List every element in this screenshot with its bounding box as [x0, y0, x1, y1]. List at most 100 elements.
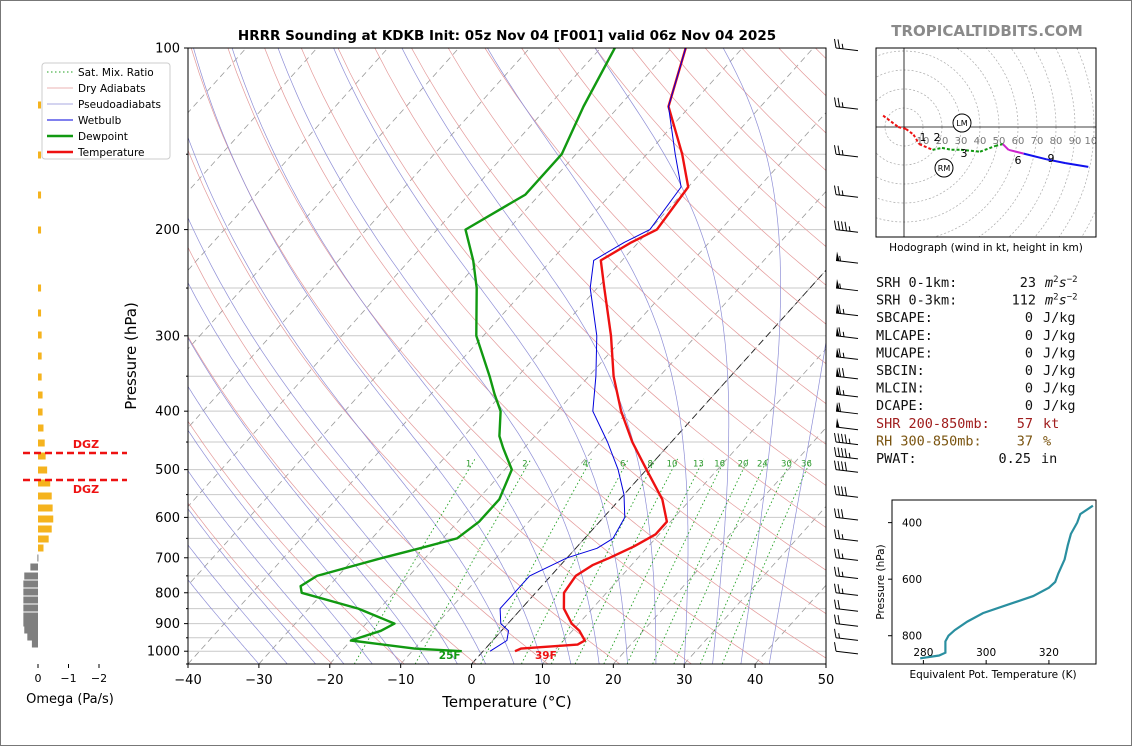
dry-adiabat-line: [484, 48, 826, 405]
barb-flag: [841, 461, 844, 471]
hodograph-inner: 10 20 30 40 50 60 70 80 90 100 1 2 3 6 9 LM RM: [876, 48, 1096, 237]
barb-staff: [835, 516, 859, 521]
wind-barb: [834, 508, 859, 521]
omega-bar: [37, 554, 39, 562]
isotherm-line: [188, 48, 389, 271]
isotherm-line: [188, 48, 743, 664]
barb-flag: [844, 448, 847, 458]
dry-adiabat-line: [188, 502, 333, 664]
mixing-ratio-line: [673, 458, 768, 664]
omega-bar: [31, 640, 38, 648]
index-row: MLCIN: 0 J/kg: [876, 381, 1076, 397]
barb-staff: [835, 637, 859, 641]
x-tick-label: 40: [747, 673, 764, 688]
x-axis-label: Temperature (°C): [441, 693, 571, 711]
index-row: SRH 0-3km: 112 m2s−2: [876, 293, 1078, 309]
omega-bar: [38, 424, 44, 432]
mixing-ratio-line: [699, 458, 792, 664]
barb-pennant: [836, 347, 840, 358]
barb-flag: [844, 434, 847, 444]
omega-bar: [38, 101, 42, 109]
mixing-ratio-label: 24: [757, 460, 768, 470]
wind-barb: [834, 548, 859, 561]
moist-adiabat-line: [188, 508, 316, 664]
dry-adiabat-line: [300, 48, 826, 615]
barb-half-flag: [841, 571, 844, 577]
x-tick-label: 0: [467, 673, 475, 688]
moist-adiabat-line: [768, 339, 826, 664]
isotherm-line: [188, 48, 531, 429]
theta-e-y-tick-label: 800: [902, 631, 922, 643]
omega-bar: [38, 479, 51, 487]
barb-flag: [834, 548, 837, 558]
index-row: DCAPE: 0 J/kg: [876, 398, 1076, 414]
wind-barb: [834, 566, 859, 579]
mixing-ratio-line: [721, 458, 812, 664]
barb-staff: [835, 650, 859, 655]
wind-barb: [834, 583, 859, 596]
index-label: SRH 0-3km:: [876, 293, 957, 309]
theta-e-y-tick-label: 600: [902, 574, 922, 586]
index-label: MLCAPE:: [876, 328, 933, 344]
index-label: PWAT:: [876, 451, 917, 467]
omega-panel: DGZ DGZ 0 −1 −2 Omega (Pa/s): [23, 101, 127, 707]
index-unit: J/kg: [1043, 363, 1076, 379]
theta-e-x-tick-label: 320: [1039, 647, 1059, 659]
barb-staff: [835, 393, 859, 398]
barb-half-flag: [841, 588, 844, 594]
barb-staff: [835, 259, 859, 264]
barb-flag: [834, 432, 837, 443]
zero-isotherm-line: [471, 269, 826, 664]
omega-x-tick-label: 0: [35, 672, 42, 685]
moist-adiabat-line: [193, 48, 543, 664]
profile-dewpoint: [299, 48, 616, 653]
omega-bar: [38, 535, 49, 543]
mixing-ratio-label: 2: [522, 460, 527, 470]
index-value: 0: [1025, 310, 1033, 326]
index-unit: J/kg: [1043, 398, 1076, 414]
hodograph-trace-segment: [960, 148, 981, 153]
hodograph-trace-segment: [918, 143, 933, 151]
wind-barb: [834, 599, 859, 612]
barb-half-flag: [841, 190, 844, 196]
wind-barb: [834, 447, 859, 460]
index-row: MUCAPE: 0 J/kg: [876, 345, 1076, 361]
omega-x-axis-label: Omega (Pa/s): [26, 692, 114, 707]
barb-flag: [838, 367, 841, 377]
barb-staff: [835, 608, 859, 612]
barb-staff: [835, 287, 859, 292]
barb-half-flag: [841, 43, 844, 49]
barb-staff: [835, 455, 859, 460]
moist-adiabat-line: [188, 579, 260, 664]
mixing-ratio-label: 1: [466, 460, 471, 470]
barb-flag: [837, 185, 840, 196]
wind-barb: [835, 304, 859, 317]
barb-flag: [841, 486, 844, 496]
moist-adiabat-line: [188, 217, 487, 664]
barb-half-flag: [842, 331, 845, 337]
hodograph-height-label: 2: [934, 131, 941, 144]
hodograph-marker-circle: [934, 158, 954, 178]
barb-flag: [842, 368, 845, 378]
barb-flag: [837, 39, 840, 49]
hodograph-frame: [875, 47, 1097, 238]
index-unit: kt: [1043, 416, 1059, 432]
index-value: 23: [1020, 275, 1036, 291]
barb-flag: [834, 447, 837, 457]
moist-adiabat-line: [188, 337, 430, 664]
index-unit: %: [1043, 433, 1051, 449]
omega-bar: [23, 619, 38, 627]
hodograph-ring-label: 80: [1050, 136, 1063, 147]
y-tick-label: 200: [155, 223, 180, 238]
wind-barb: [835, 418, 859, 431]
skewt-axes-frame: [187, 47, 827, 665]
wind-barb: [834, 642, 859, 655]
mixing-ratio-label: 8: [648, 460, 653, 470]
skewt-background: 1 2 4 6 8 10 13 16 20 24 30 36: [188, 48, 826, 664]
omega-bar: [38, 309, 42, 317]
moist-adiabat-line: [722, 48, 781, 664]
dry-adiabat-line: [188, 149, 621, 664]
index-label: MLCIN:: [876, 381, 925, 397]
dry-adiabat-line: [411, 48, 826, 486]
